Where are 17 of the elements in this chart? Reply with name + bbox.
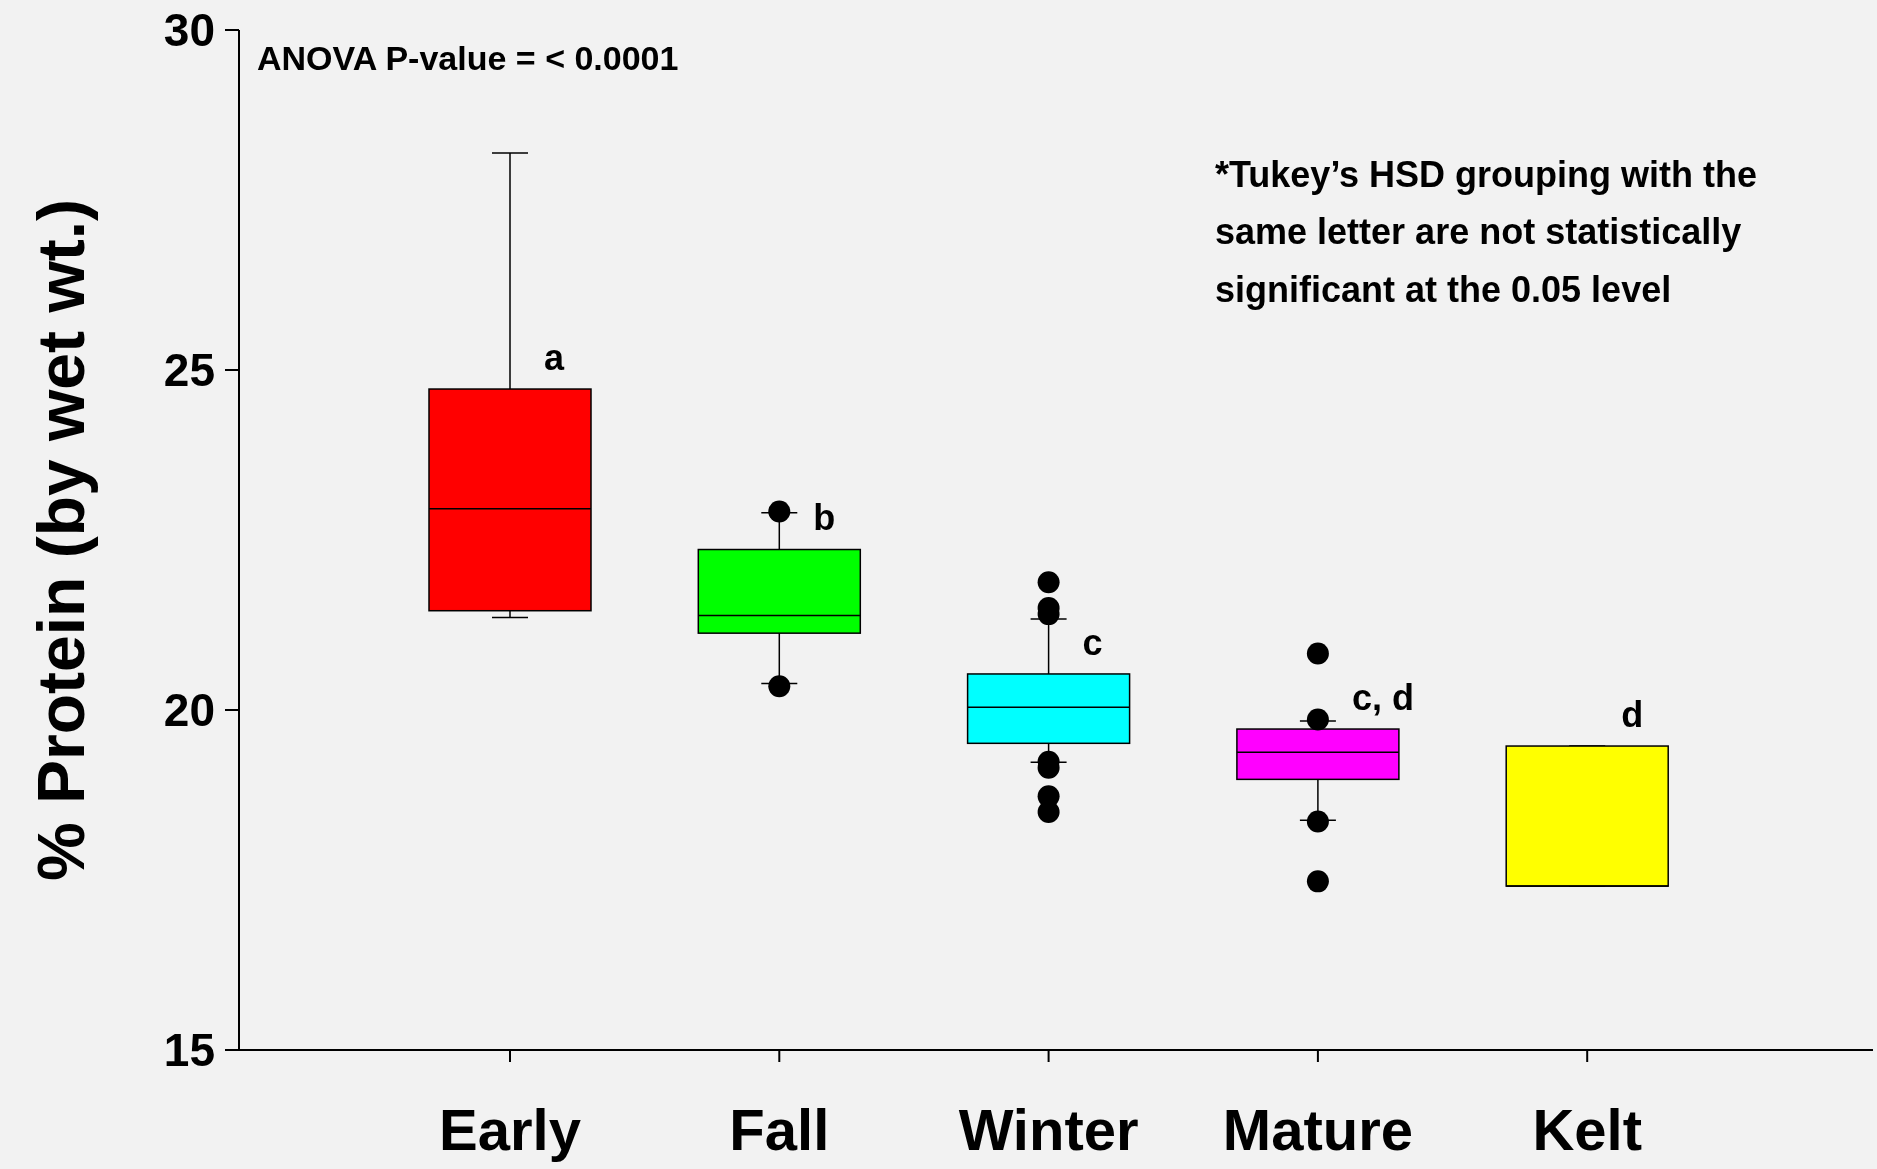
annotation: c, d (1351, 676, 1414, 718)
x-tick-label: Mature (1222, 1097, 1413, 1162)
y-tick-label: 30 (163, 4, 215, 57)
annotation: a (544, 336, 565, 378)
x-tick-label: Kelt (1532, 1097, 1642, 1162)
annotation: d (1621, 693, 1644, 735)
annotation: ANOVA P-value = < 0.0001 (257, 38, 679, 77)
annotation: *Tukey’s HSD grouping with the same letter are not statistically significant at the 0.05 level (1215, 153, 1758, 310)
y-tick-label: 20 (163, 684, 215, 737)
annotation: c (1082, 621, 1103, 663)
y-tick-label: 25 (163, 344, 215, 397)
annotation: b (813, 497, 836, 539)
x-tick-label: Early (439, 1097, 581, 1162)
y-tick-label: 15 (163, 1024, 215, 1077)
y-axis-title: % Protein (by wet wt.) (24, 198, 98, 882)
x-tick-label: Fall (729, 1097, 830, 1162)
x-tick-label: Winter (958, 1097, 1139, 1162)
